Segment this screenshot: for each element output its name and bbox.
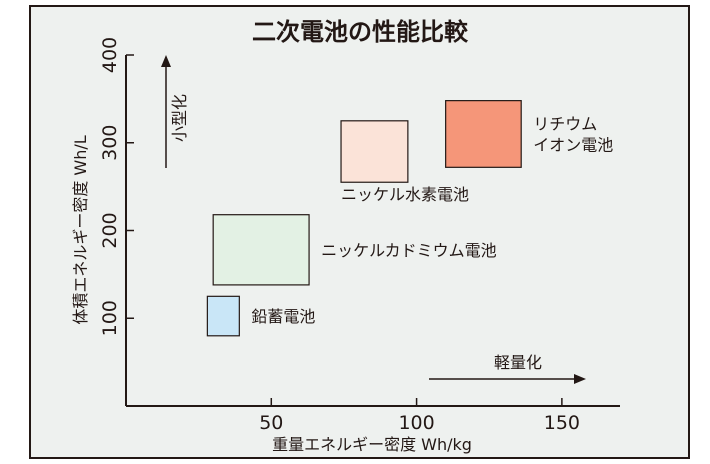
data-boxes: 鉛蓄電池 ニッケルカドミウム電池 ニッケル水素電池 リチウムイオン電池: [206, 100, 613, 337]
y-tick-label: 100: [99, 300, 121, 336]
x-annotation-arrow-head: [574, 374, 586, 384]
chart-title: 二次電池の性能比較: [252, 18, 469, 46]
x-annotation: 軽量化: [429, 353, 586, 384]
y-tick-label: 300: [99, 125, 121, 161]
x-tick-label: 150: [544, 412, 580, 434]
x-tick-label: 50: [259, 412, 283, 434]
battery-range-box: [212, 214, 310, 286]
x-axis-title: 重量エネルギー密度 Wh/kg: [272, 435, 472, 454]
battery-label: 鉛蓄電池: [251, 307, 315, 326]
y-tick-label: 200: [99, 212, 121, 248]
battery-label: ニッケル水素電池: [341, 185, 469, 204]
battery-range-box: [206, 295, 240, 337]
battery-range-box: [340, 120, 409, 183]
battery-label: ニッケルカドミウム電池: [321, 241, 497, 260]
x-annotation-label: 軽量化: [494, 353, 542, 372]
y-tick-label: 400: [99, 37, 121, 73]
y-annotation: 小型化: [161, 55, 189, 168]
battery-label: リチウムイオン電池: [533, 114, 613, 154]
y-annotation-arrow-head: [161, 55, 171, 67]
battery-range-box: [445, 100, 522, 168]
x-tick-label: 100: [398, 412, 434, 434]
chart-frame: [29, 5, 690, 459]
y-annotation-label: 小型化: [170, 94, 189, 142]
y-axis-title: 体積エネルギー密度 Wh/L: [71, 135, 90, 324]
axis-ticks: 50 100 150 100 200 300 400: [99, 37, 580, 434]
